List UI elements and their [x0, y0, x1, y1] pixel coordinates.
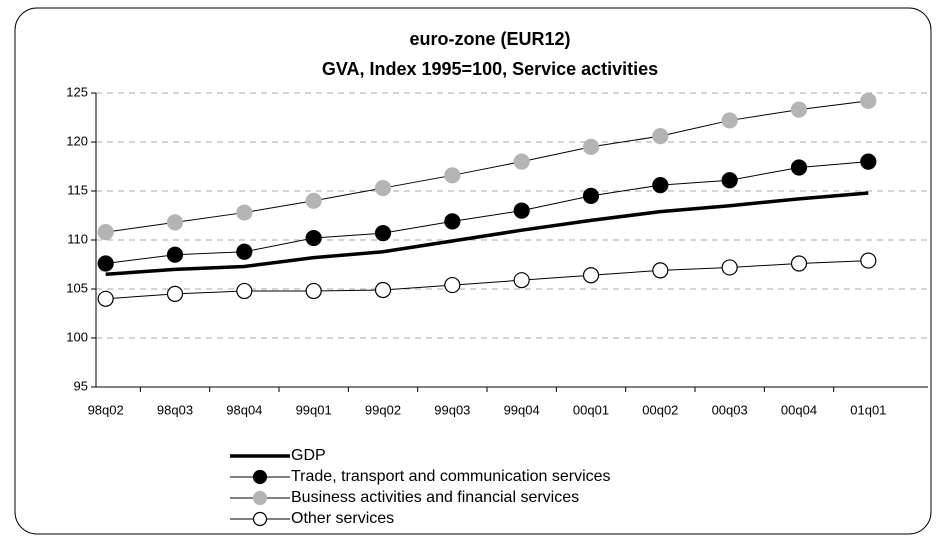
y-tick-label: 95 [74, 378, 88, 393]
legend-label: Business activities and financial servic… [291, 489, 579, 506]
legend-label: GDP [291, 447, 326, 464]
marker [582, 138, 600, 155]
chart-subtitle: GVA, Index 1995=100, Service activities [322, 59, 658, 79]
y-tick-label: 110 [67, 231, 88, 246]
marker [652, 177, 669, 194]
marker [444, 167, 461, 184]
x-tick-label: 00q01 [573, 402, 609, 417]
x-tick-label: 98q04 [226, 402, 262, 417]
x-tick-label: 99q02 [365, 402, 401, 417]
marker [374, 281, 392, 299]
marker [513, 202, 530, 219]
marker [374, 225, 392, 242]
series-line [105, 100, 869, 233]
x-tick-label: 01q01 [850, 402, 886, 417]
y-tick-label: 100 [66, 329, 88, 344]
marker [166, 214, 184, 231]
marker [305, 282, 322, 300]
x-tick-label: 98q03 [157, 402, 193, 417]
chart-title: euro-zone (EUR12) [409, 29, 570, 49]
series-line [105, 191, 869, 277]
marker [97, 290, 114, 307]
marker [305, 229, 322, 247]
marker [790, 255, 808, 272]
y-tick-label: 105 [66, 280, 88, 295]
marker [166, 246, 184, 263]
legend-label: Other services [291, 510, 394, 527]
marker [721, 172, 738, 189]
legend-label: Trade, transport and communication servi… [291, 468, 611, 485]
series-line [105, 161, 869, 265]
marker [305, 192, 322, 209]
marker [721, 112, 738, 129]
marker [97, 255, 114, 272]
x-tick-label: 99q01 [296, 402, 332, 417]
series-line [105, 260, 869, 300]
x-tick-label: 00q04 [781, 402, 817, 417]
marker [513, 272, 530, 289]
marker [721, 259, 738, 276]
marker [236, 243, 253, 260]
x-tick-label: 00q02 [642, 402, 678, 417]
marker [790, 159, 808, 176]
y-tick-label: 115 [67, 182, 88, 197]
x-tick-label: 98q02 [88, 402, 124, 417]
marker [582, 187, 600, 204]
marker [236, 204, 253, 221]
marker [582, 267, 600, 284]
marker [790, 101, 808, 118]
marker [444, 213, 461, 230]
marker [166, 285, 184, 302]
x-tick-label: 00q03 [712, 402, 748, 417]
legend-marker [252, 490, 268, 506]
marker [860, 153, 877, 170]
chart-frame [14, 7, 932, 535]
marker [860, 92, 877, 109]
marker [513, 153, 530, 170]
legend-marker [252, 469, 268, 485]
legend-marker [252, 511, 268, 527]
marker [444, 276, 461, 294]
x-tick-label: 99q03 [434, 402, 470, 417]
marker [97, 224, 114, 241]
marker [236, 282, 253, 300]
marker [374, 179, 392, 197]
marker [652, 262, 669, 279]
y-tick-label: 120 [66, 133, 88, 148]
marker [652, 128, 669, 145]
marker [860, 252, 877, 269]
y-tick-label: 125 [66, 84, 88, 99]
x-tick-label: 99q04 [504, 402, 540, 417]
